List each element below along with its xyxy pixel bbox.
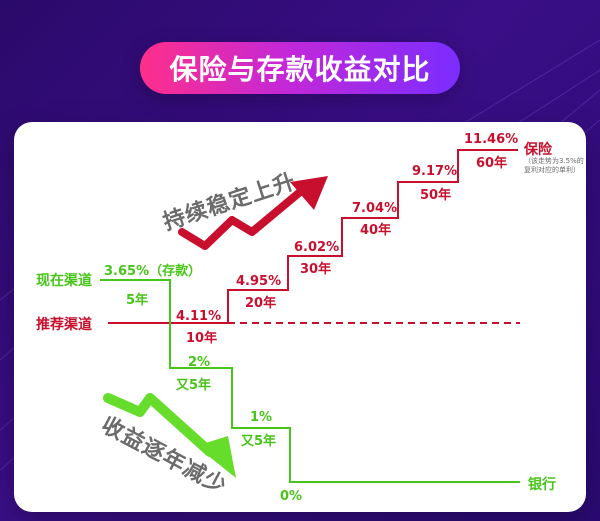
insurance-note-line2: 复利对应的单利） — [524, 166, 580, 174]
insurance-year-1: 10年 — [186, 331, 218, 346]
deposit-step-line — [100, 279, 520, 483]
deposit-year-1: 5年 — [126, 293, 149, 308]
insurance-year-6: 60年 — [476, 156, 508, 171]
decline-arrow-icon — [103, 393, 236, 478]
insurance-rate-4: 7.04% — [352, 201, 398, 216]
insurance-note-line1: （该走势为3.5%的 — [524, 157, 584, 165]
insurance-rate-5: 9.17% — [412, 164, 458, 179]
deposit-rate-1: 3.65%（存款） — [104, 264, 202, 279]
deposit-rate-2: 2% — [188, 355, 211, 370]
insurance-rate-3: 6.02% — [294, 240, 340, 255]
bank-label: 银行 — [528, 477, 556, 493]
insurance-step-line — [227, 149, 518, 323]
deposit-year-2: 又5年 — [176, 378, 212, 393]
insurance-year-5: 50年 — [420, 188, 452, 203]
insurance-rate-1: 4.11% — [176, 309, 222, 324]
title-pill — [140, 42, 460, 94]
insurance-year-3: 30年 — [300, 262, 332, 277]
insurance-year-2: 20年 — [245, 296, 277, 311]
deposit-year-3: 又5年 — [241, 434, 277, 449]
current-channel-label: 现在渠道 — [36, 273, 92, 289]
page-title: 保险与存款收益对比 — [169, 53, 431, 86]
insurance-rate-2: 4.95% — [236, 274, 282, 289]
recommended-channel-label: 推荐渠道 — [36, 317, 92, 333]
insurance-year-4: 40年 — [360, 223, 392, 238]
deposit-rate-4: 0% — [280, 489, 303, 504]
insurance-rate-6: 11.46% — [464, 132, 519, 147]
insurance-label: 保险 — [524, 142, 552, 158]
rise-arrow-icon — [178, 176, 328, 250]
deposit-rate-3: 1% — [250, 410, 273, 425]
